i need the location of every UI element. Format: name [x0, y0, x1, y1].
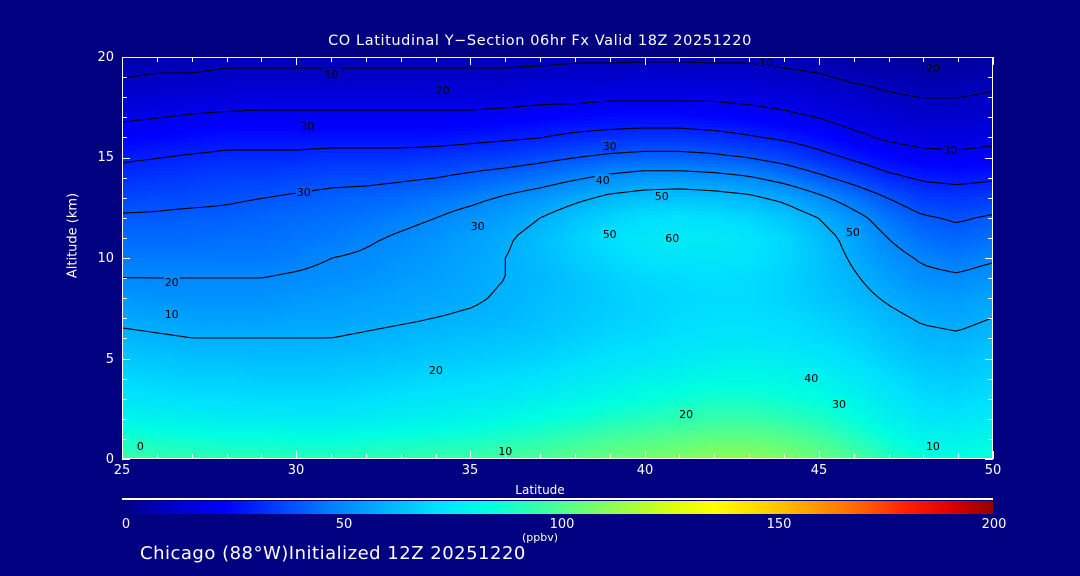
x-axis-label: Latitude [0, 483, 1080, 497]
colorbar-tick-200: 200 [972, 517, 1016, 532]
chart-title: CO Latitudinal Y−Section 06hr Fx Valid 1… [0, 33, 1080, 49]
colorbar-tick-0: 0 [104, 517, 148, 532]
cross-section-plot: 10 10 20 20 30 30 30 30 30 40 50 50 50 60 20 10 20 40 30 20… [122, 57, 993, 459]
y-tick-15: 15 [84, 150, 114, 165]
x-tick-50: 50 [973, 463, 1013, 478]
colorbar-tick-100: 100 [540, 517, 584, 532]
colorbar-units-label: (ppbv) [0, 531, 1080, 544]
y-axis-label: Altitude (km) [66, 156, 81, 316]
chart-caption: Chicago (88°W)Initialized 12Z 20251220 [140, 543, 526, 564]
x-tick-25: 25 [102, 463, 142, 478]
colorbar-rule [122, 498, 993, 500]
y-tick-0: 0 [84, 452, 114, 467]
y-tick-20: 20 [84, 50, 114, 65]
y-tick-10: 10 [84, 251, 114, 266]
x-tick-35: 35 [450, 463, 490, 478]
colorbar-tick-150: 150 [757, 517, 801, 532]
x-tick-45: 45 [799, 463, 839, 478]
colorbar [122, 501, 993, 514]
x-tick-30: 30 [276, 463, 316, 478]
colorbar-tick-50: 50 [322, 517, 366, 532]
x-tick-40: 40 [625, 463, 665, 478]
y-tick-5: 5 [84, 352, 114, 367]
